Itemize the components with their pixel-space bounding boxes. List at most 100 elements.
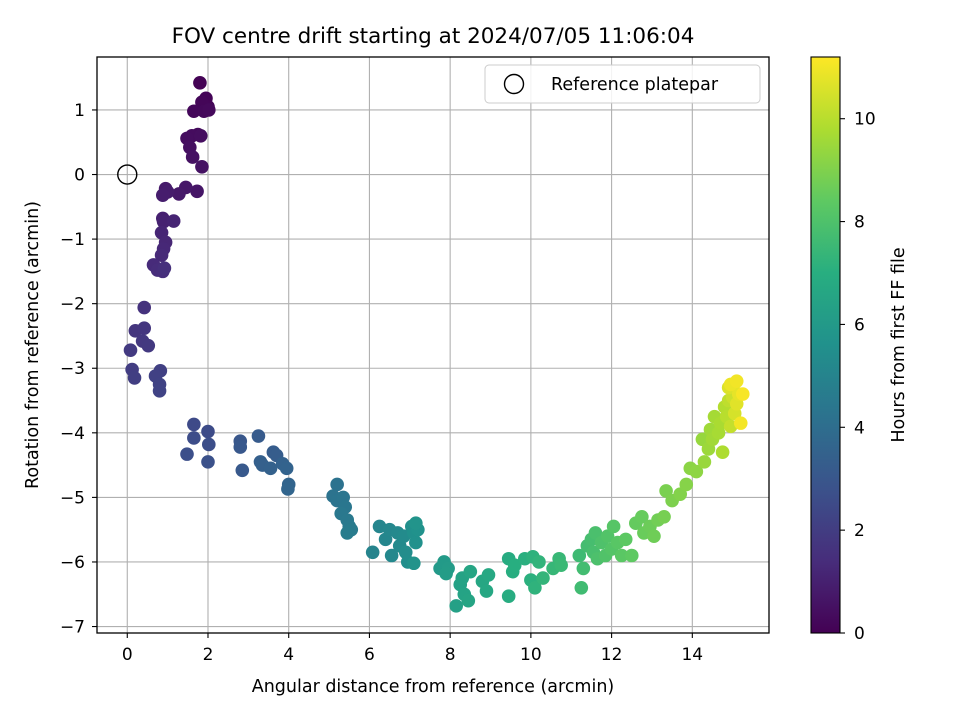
data-point [279,461,294,476]
data-point [157,261,172,275]
data-point [624,548,639,563]
data-point [679,477,694,492]
colorbar-ticks: 0 2 4 6 8 10 [840,110,876,644]
data-point [729,374,744,388]
colorbar-tick-label: 2 [854,521,865,541]
y-axis-label: Rotation from reference (arcmin) [23,201,43,489]
y-tick-label: −4 [60,424,85,444]
data-point [166,214,181,228]
reference-marker [117,164,138,185]
x-tick-label: 10 [520,645,542,665]
data-point [507,558,522,572]
data-points [123,76,750,613]
data-point [588,526,603,540]
data-point [409,535,423,550]
data-point [600,529,615,543]
data-point [536,571,550,585]
data-point [606,519,621,534]
data-point [330,477,344,492]
data-point [689,464,704,479]
y-tick-label: −6 [60,553,85,573]
data-point [574,580,589,595]
data-point [155,188,170,202]
colorbar-tick-label: 6 [854,315,865,335]
data-point [281,482,295,496]
data-point [201,437,216,452]
data-point [449,599,464,613]
data-point [201,424,215,439]
data-point [618,532,633,547]
colorbar-tick-label: 4 [854,418,865,438]
y-tick-label: −2 [60,295,85,315]
data-point [659,484,673,498]
data-point [201,103,216,117]
data-point [251,429,266,443]
data-point [384,548,399,563]
y-tick-label: −5 [60,488,85,508]
colorbar-tick-label: 0 [854,624,865,644]
data-point [141,338,156,353]
data-point [673,487,688,501]
data-point [715,445,730,459]
data-point [695,432,710,447]
data-point [193,128,208,143]
data-point [647,529,661,543]
data-point [635,509,649,524]
data-point [461,593,476,608]
data-point [201,455,215,469]
x-tick-label: 4 [283,645,294,665]
y-tick-label: −1 [60,230,85,250]
data-point [263,461,278,476]
y-tick-label: 0 [74,166,85,186]
data-point [576,561,591,576]
y-tick-label: 1 [74,101,85,121]
data-point [407,556,421,571]
data-point [172,187,186,201]
x-axis-ticks: 0 2 4 6 8 10 12 14 [122,633,703,665]
colorbar-tick-label: 8 [854,213,865,233]
data-point [190,184,204,199]
x-tick-label: 14 [681,645,703,665]
data-point [735,387,750,401]
data-point [528,580,542,595]
colorbar-tick-label: 10 [854,110,876,130]
data-point [481,568,496,582]
data-point [235,463,250,478]
legend: Reference platepar [484,64,761,104]
data-point [127,371,142,385]
x-axis-label: Angular distance from reference (arcmin) [252,677,615,697]
data-point [614,548,629,563]
x-tick-label: 0 [122,645,133,665]
data-point [185,150,200,164]
data-point [152,384,167,398]
data-point [137,321,152,336]
legend-box [484,64,761,104]
data-point [180,447,194,461]
data-point [554,558,568,572]
data-point [123,343,138,357]
data-point [532,555,546,569]
data-point [657,509,671,524]
data-point [187,417,201,432]
data-point [733,416,748,430]
y-tick-label: −3 [60,359,85,379]
data-point [187,104,201,119]
x-tick-label: 8 [445,645,456,665]
grid-lines [97,57,769,633]
legend-entry-label: Reference platepar [551,75,719,95]
data-point [233,440,248,454]
data-point [156,214,171,229]
data-point [193,76,207,90]
data-point [137,300,152,315]
data-point [572,548,587,563]
x-tick-label: 2 [203,645,214,665]
y-tick-label: −7 [60,618,85,638]
plot-frame [96,56,770,634]
legend-marker-open-circle [503,73,525,95]
data-point [154,248,169,263]
data-point [365,545,380,560]
y-axis-ticks: −7 −6 −5 −4 −3 −2 −1 0 1 [60,101,97,638]
x-tick-label: 6 [364,645,375,665]
data-point [501,589,516,603]
